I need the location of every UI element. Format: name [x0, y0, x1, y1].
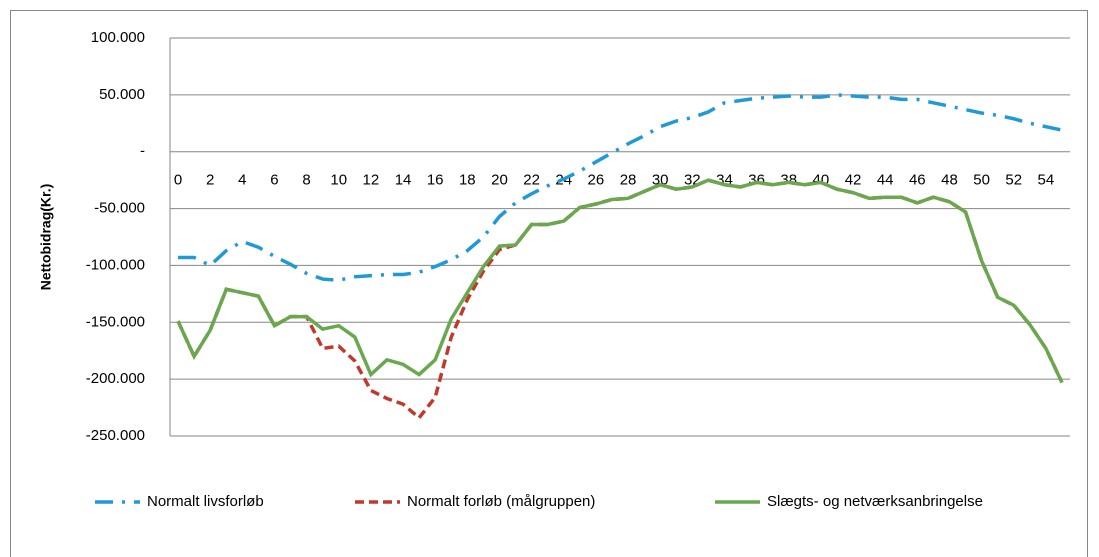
x-tick-label: 6 — [270, 172, 278, 189]
x-tick-label: 36 — [748, 172, 765, 189]
chart-border — [10, 10, 1088, 557]
x-tick-label: 12 — [363, 172, 380, 189]
x-tick-label: 26 — [588, 172, 605, 189]
x-tick-label: 10 — [330, 172, 347, 189]
x-tick-label: 16 — [427, 172, 444, 189]
x-tick-label: 54 — [1038, 172, 1055, 189]
x-tick-label: 38 — [780, 172, 797, 189]
x-tick-label: 2 — [206, 172, 214, 189]
x-tick-label: 20 — [491, 172, 508, 189]
series-line — [178, 93, 1063, 282]
y-axis-label: Nettobidrag(Kr.) — [38, 184, 54, 291]
y-tick-label: -50.000 — [94, 200, 145, 217]
x-tick-label: 50 — [973, 172, 990, 189]
x-tick-label: 28 — [620, 172, 637, 189]
y-tick-label: -250.000 — [86, 427, 145, 444]
x-tick-label: 44 — [877, 172, 894, 189]
x-tick-label: 46 — [909, 172, 926, 189]
y-tick-label: - — [140, 143, 145, 160]
legend-label: Normalt forløb (målgruppen) — [407, 493, 595, 510]
x-tick-label: 52 — [1005, 172, 1022, 189]
x-tick-label: 42 — [845, 172, 862, 189]
x-tick-label: 4 — [238, 172, 246, 189]
x-tick-label: 0 — [174, 172, 182, 189]
y-tick-label: 50.000 — [99, 86, 145, 103]
series-line — [176, 178, 1064, 384]
x-tick-label: 14 — [395, 172, 412, 189]
x-tick-label: 18 — [459, 172, 476, 189]
legend-label: Slægts- og netværksanbringelse — [767, 493, 983, 510]
y-tick-label: -150.000 — [86, 313, 145, 330]
x-tick-label: 48 — [941, 172, 958, 189]
x-tick-label: 22 — [523, 172, 540, 189]
x-tick-label: 8 — [302, 172, 310, 189]
y-tick-label: -200.000 — [86, 370, 145, 387]
legend-label: Normalt livsforløb — [147, 493, 264, 510]
series-line — [176, 178, 1064, 421]
y-tick-label: 100.000 — [91, 29, 145, 46]
y-tick-label: -100.000 — [86, 256, 145, 273]
